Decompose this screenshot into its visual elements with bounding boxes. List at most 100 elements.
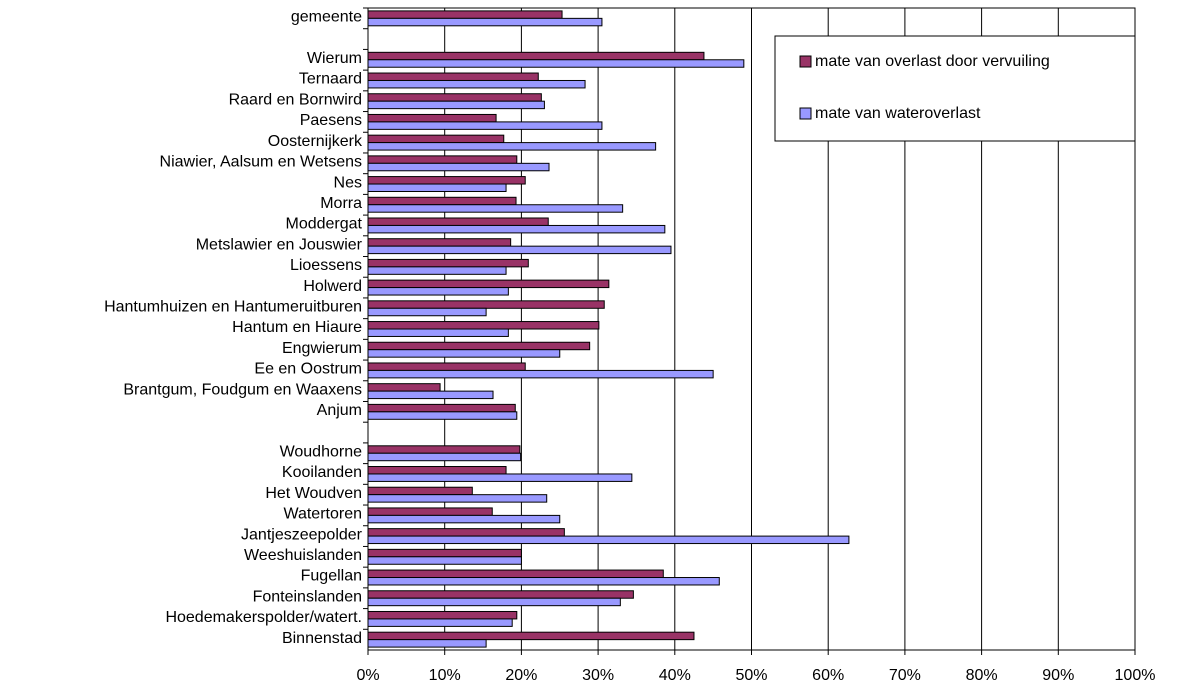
bar [367,631,695,641]
bar [367,328,509,337]
x-tick-label: 100% [1115,667,1156,684]
y-tick-label: Oosternijkerk [268,133,363,150]
y-tick-label: Metslawier en Jouswier [196,236,363,253]
bar [367,473,633,482]
bar [367,411,518,420]
bar [367,300,605,309]
legend-swatch [799,107,812,120]
bar [367,528,565,537]
bar [367,514,561,524]
y-tick-label: Anjum [317,402,362,419]
legend-swatch [799,55,812,68]
bar [367,217,549,226]
bar [367,224,666,234]
y-tick-label: Lioessens [290,257,362,274]
bar [367,569,664,579]
bar [367,452,522,462]
bar [367,72,539,81]
x-tick-label: 0% [356,667,379,684]
bar [367,556,522,565]
x-tick-label: 90% [1042,667,1074,684]
bar [367,134,505,144]
bar [367,535,850,545]
y-tick-label: Kooilanden [282,464,362,481]
bar [367,341,591,351]
y-tick-label: Fonteinslanden [253,588,362,605]
bar [367,390,494,400]
x-tick-label: 60% [812,667,844,684]
bar [367,403,516,413]
bar [367,238,512,247]
y-tick-label: Hantumhuizen en Hantumeruitburen [104,299,362,316]
y-tick-label: Woudhorne [280,443,363,460]
y-tick-label: Ee en Oostrum [254,361,362,378]
legend-box [774,35,1136,142]
bar [367,466,507,475]
y-tick-label: Moddergat [286,216,363,233]
y-tick-label: Niawier, Aalsum en Wetsens [160,154,362,171]
y-tick-label: Het Woudven [265,485,362,502]
bar [367,245,672,255]
bar [367,204,624,213]
bar [367,597,621,607]
bar [367,610,518,620]
y-tick-label: Wierum [307,50,362,67]
bar [367,59,745,68]
bar [367,369,714,379]
x-tick-label: 30% [582,667,614,684]
y-tick-label: Hoedemakerspolder/watert. [165,609,362,626]
bar [367,486,473,496]
x-tick-label: 80% [966,667,998,684]
y-tick-label: gemeente [291,9,362,26]
y-tick-label: Fugellan [301,568,362,585]
bar [367,445,521,454]
bar [367,142,657,151]
y-tick-label: Paesens [300,112,362,129]
bar [367,362,526,371]
y-tick-label: Morra [320,195,362,212]
bar [367,79,586,89]
x-tick-label: 20% [505,667,537,684]
y-tick-label: Binnenstad [282,630,362,647]
x-tick-label: 50% [735,667,767,684]
y-tick-label: Brantgum, Foudgum en Waaxens [123,381,362,398]
bar [367,17,603,27]
bar [367,349,561,358]
bar [367,266,507,275]
bar [367,494,548,503]
legend-label: mate van overlast door vervuiling [815,53,1050,70]
x-tick-label: 10% [429,667,461,684]
bar [367,258,529,268]
bar [367,507,493,516]
bar [367,577,720,586]
bar [367,51,705,61]
bar [367,383,441,392]
y-tick-label: Engwierum [282,340,362,357]
bar [367,618,513,627]
y-tick-label: Raard en Bornwird [229,91,362,108]
bar [367,321,600,330]
y-tick-label: Ternaard [299,71,362,88]
bar [367,93,542,102]
bar [367,196,517,206]
bar [367,155,518,164]
legend-label: mate van wateroverlast [815,105,981,122]
bar [367,121,603,130]
bar [367,307,487,317]
bar [367,639,487,648]
y-tick-label: Jantjeszeepolder [241,526,363,543]
y-tick-label: Hantum en Hiaure [232,319,362,336]
bar [367,100,545,110]
bar [367,183,507,192]
bar [367,162,550,172]
bar [367,590,634,599]
bar [367,176,526,185]
y-tick-label: Nes [334,174,362,191]
x-tick-label: 70% [889,667,921,684]
bar [367,279,610,289]
y-tick-label: Watertoren [283,506,362,523]
bar [367,287,509,296]
bar [367,10,563,19]
y-tick-label: Holwerd [303,278,362,295]
